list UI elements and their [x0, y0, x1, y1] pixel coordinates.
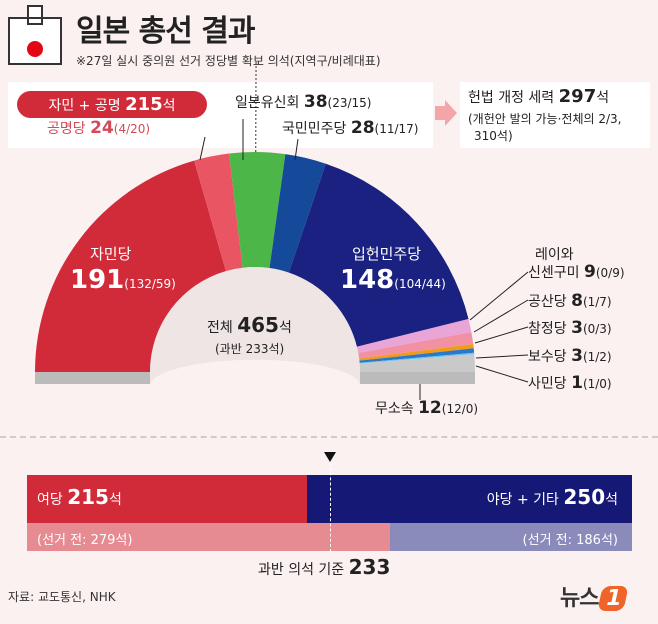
constitution-note-2: 310석) [474, 129, 513, 143]
ruling-bar [27, 475, 307, 523]
subtitle: ※27일 실시 중의원 선거 정당별 확보 의석(지역구/비례대표) [76, 54, 381, 68]
segment-5 [356, 319, 472, 353]
segment-4 [288, 163, 469, 347]
label-ishin: 일본유신회 38(23/15) [235, 92, 372, 112]
label-conservative: 보수당 3(1/2) [528, 346, 612, 366]
segment-9 [359, 352, 475, 364]
label-sdp: 사민당 1(1/0) [528, 373, 612, 393]
opposition-before-bar [390, 523, 632, 551]
center-shadow [150, 267, 360, 386]
majority-marker-icon [324, 452, 337, 462]
opposition-before: (선거 전: 186석) [522, 533, 618, 548]
label-independent: 무소속 12(12/0) [375, 398, 479, 418]
leader-line-6 [475, 354, 529, 359]
source: 자료: 교도통신, NHK [8, 590, 116, 604]
leader-line-4 [473, 299, 529, 333]
segment-0 [35, 160, 226, 372]
segment-7 [359, 343, 474, 361]
label-ldp-name: 자민당 [90, 245, 132, 263]
ballot-box-icon [8, 5, 62, 65]
center-majority: (과반 233석) [215, 342, 285, 356]
label-ldp: 191(132/59) [70, 265, 176, 295]
segment-3 [269, 154, 326, 273]
opposition-label: 야당 + 기타 250석 [486, 485, 618, 509]
segment-1 [194, 153, 243, 272]
segment-10 [359, 354, 475, 372]
majority-label: 과반 의석 기준 233 [258, 555, 391, 579]
leader-line-7 [475, 365, 529, 383]
arrow-right-icon [435, 100, 457, 126]
label-reiwa: 신센구미 9(0/9) [528, 262, 625, 282]
coalition-badge: 자민 + 공명 215석 [17, 91, 207, 118]
leader-line-0 [199, 136, 206, 161]
label-cdp: 148(104/44) [340, 265, 446, 295]
leader-line-3 [469, 271, 529, 321]
chart-base-gap [150, 372, 360, 384]
news1-logo: 뉴스 1 [560, 580, 630, 612]
ruling-before-bar [27, 523, 390, 551]
constitution-note: (개헌안 발의 가능·전체의 2/3, [468, 112, 622, 126]
leader-line-5 [474, 326, 529, 344]
segment-2 [229, 152, 286, 269]
label-komeito: 공명당 24(4/20) [47, 118, 151, 138]
label-jcp: 공산당 8(1/7) [528, 291, 612, 311]
label-cdp-name: 입헌민주당 [352, 245, 422, 263]
majority-marker-line [330, 462, 332, 552]
opposition-bar [306, 475, 632, 523]
label-reiwa-1: 레이와 [535, 247, 574, 263]
constitution-label: 헌법 개정 세력 297석 [468, 86, 610, 107]
divider [0, 436, 658, 438]
leader-line-2 [294, 138, 299, 161]
segment-8 [359, 348, 475, 363]
seat-chart [35, 62, 529, 400]
ruling-before: (선거 전: 279석) [37, 533, 133, 548]
label-dpfp: 국민민주당 28(11/17) [282, 118, 419, 138]
label-sanseito: 참정당 3(0/3) [528, 318, 612, 338]
center-total: 전체 465석 [207, 313, 292, 337]
constitution-panel [460, 82, 650, 148]
ruling-label: 여당 215석 [37, 485, 122, 509]
segment-6 [358, 332, 474, 359]
page-title: 일본 총선 결과 [76, 14, 255, 49]
